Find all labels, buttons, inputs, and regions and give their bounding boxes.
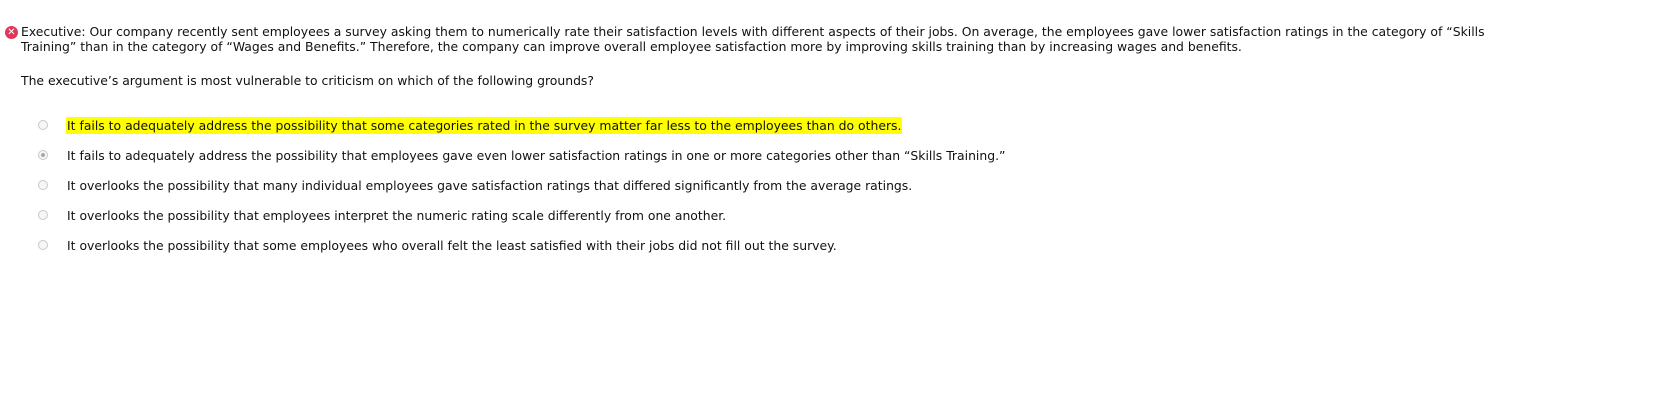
answer-option[interactable]: It fails to adequately address the possi… (38, 116, 903, 134)
option-label: It overlooks the possibility that employ… (67, 207, 727, 223)
question-stem: Executive: Our company recently sent emp… (21, 24, 1485, 54)
radio-button[interactable] (38, 180, 48, 190)
radio-button[interactable] (38, 210, 48, 220)
option-label: It overlooks the possibility that some e… (67, 237, 837, 253)
question-prompt: The executive’s argument is most vulnera… (21, 73, 594, 88)
option-label: It overlooks the possibility that many i… (67, 177, 913, 193)
option-label: It fails to adequately address the possi… (67, 147, 1006, 163)
option-label: It fails to adequately address the possi… (66, 116, 903, 134)
radio-button-selected[interactable] (38, 150, 48, 160)
answer-option[interactable]: It overlooks the possibility that many i… (38, 176, 913, 194)
answer-option[interactable]: It overlooks the possibility that employ… (38, 206, 727, 224)
answer-option[interactable]: It fails to adequately address the possi… (38, 146, 1006, 164)
answer-option[interactable]: It overlooks the possibility that some e… (38, 236, 838, 254)
radio-button[interactable] (38, 240, 48, 250)
error-x-icon: ✕ (5, 26, 18, 39)
radio-button[interactable] (38, 120, 48, 130)
